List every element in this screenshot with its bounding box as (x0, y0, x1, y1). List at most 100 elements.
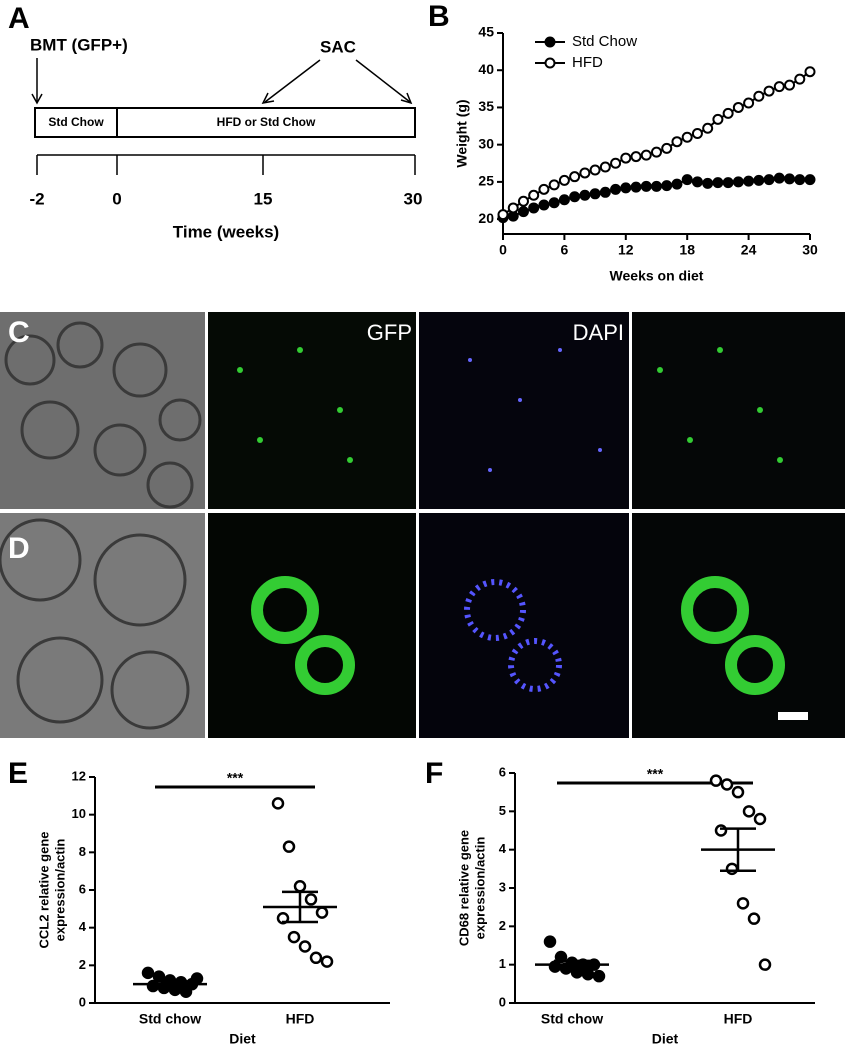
data-point (732, 176, 744, 188)
time-tick: -2 (29, 189, 44, 208)
time-axis (36, 154, 416, 175)
data-point (691, 176, 703, 188)
data-point (732, 101, 744, 113)
x-tick-label: Std chow (541, 1011, 603, 1027)
data-point (543, 935, 557, 948)
data-point (620, 152, 632, 164)
data-point (528, 189, 540, 201)
time-tick: 15 (254, 189, 273, 208)
data-point (671, 136, 683, 148)
channel-label: GFP (367, 320, 412, 345)
data-point (507, 202, 519, 214)
data-point (569, 171, 581, 183)
data-point (538, 183, 550, 195)
data-point (661, 142, 673, 154)
data-point (558, 174, 570, 186)
data-point (548, 179, 560, 191)
data-point (190, 972, 204, 985)
data-point (287, 930, 301, 944)
data-point (804, 66, 816, 78)
data-point (651, 146, 662, 158)
panel-label: D (8, 532, 30, 565)
data-point (731, 785, 745, 799)
data-point (640, 180, 652, 192)
data-point (709, 774, 723, 787)
x-axis-title: Diet (652, 1031, 679, 1047)
data-point (558, 194, 570, 206)
data-point (753, 90, 765, 102)
data-point (691, 128, 703, 139)
data-point (671, 178, 683, 190)
data-point (725, 862, 739, 876)
data-point (315, 906, 329, 919)
data-point (497, 209, 509, 221)
x-tick-label: HFD (286, 1011, 315, 1027)
data-point (320, 955, 334, 968)
data-point (722, 177, 734, 189)
time-tick: 0 (112, 189, 121, 208)
data-point (309, 951, 323, 965)
data-point (517, 195, 529, 207)
error-bar (152, 980, 188, 989)
time-tick: 30 (404, 189, 423, 208)
y-tick-label: 35 (478, 98, 494, 114)
data-point (743, 175, 755, 187)
data-point (720, 778, 734, 791)
panel-label: C (8, 316, 30, 349)
data-point (271, 797, 285, 810)
y-tick-label: 4 (499, 841, 507, 856)
y-tick-label: 12 (72, 768, 86, 783)
event-label: SAC (320, 37, 356, 56)
y-tick-label: 4 (79, 919, 87, 934)
data-point (661, 180, 673, 192)
x-axis-title: Diet (229, 1031, 256, 1047)
y-tick-label: 25 (478, 173, 494, 189)
y-tick-label: 0 (79, 994, 86, 1009)
phase-label: Std Chow (48, 115, 104, 129)
data-point (794, 174, 806, 186)
y-tick-label: 3 (499, 879, 506, 894)
panel-label: A (8, 2, 30, 35)
data-point (702, 177, 714, 189)
x-axis-title: Weeks on diet (610, 268, 704, 284)
y-axis-title: CD68 relative gene (456, 830, 471, 946)
data-point (298, 940, 312, 953)
data-point (763, 174, 775, 186)
data-point (599, 161, 611, 173)
data-point (651, 180, 662, 192)
data-point (681, 131, 693, 143)
data-point (681, 174, 693, 186)
legend-label: HFD (572, 54, 603, 71)
y-axis-title: CCL2 relative gene (36, 831, 51, 948)
y-tick-label: 2 (499, 918, 506, 933)
data-point (763, 85, 775, 97)
x-tick-label: Std chow (139, 1011, 201, 1027)
data-point (548, 960, 562, 973)
data-point (712, 113, 724, 125)
data-point (592, 969, 606, 983)
data-point (784, 79, 796, 91)
timeline-box (34, 107, 416, 138)
data-point (141, 966, 155, 980)
data-point (630, 151, 642, 163)
significance: *** (227, 770, 244, 786)
y-tick-label: 2 (79, 957, 86, 972)
arrows (31, 58, 413, 105)
phase-label: HFD or Std Chow (217, 115, 316, 129)
data-point (743, 97, 755, 109)
data-point (758, 958, 772, 971)
channel-label: DAPI (573, 320, 624, 345)
data-point (599, 186, 611, 198)
y-axis-title: expression/actin (52, 839, 67, 942)
data-point (742, 805, 756, 818)
data-point (753, 812, 767, 826)
data-point (794, 73, 806, 85)
data-point (528, 202, 540, 214)
data-point (702, 122, 714, 134)
y-tick-label: 1 (499, 956, 506, 971)
y-tick-label: 40 (478, 61, 494, 77)
y-tick-label: 5 (499, 803, 506, 818)
data-point (579, 189, 591, 201)
y-tick-label: 0 (499, 994, 506, 1009)
